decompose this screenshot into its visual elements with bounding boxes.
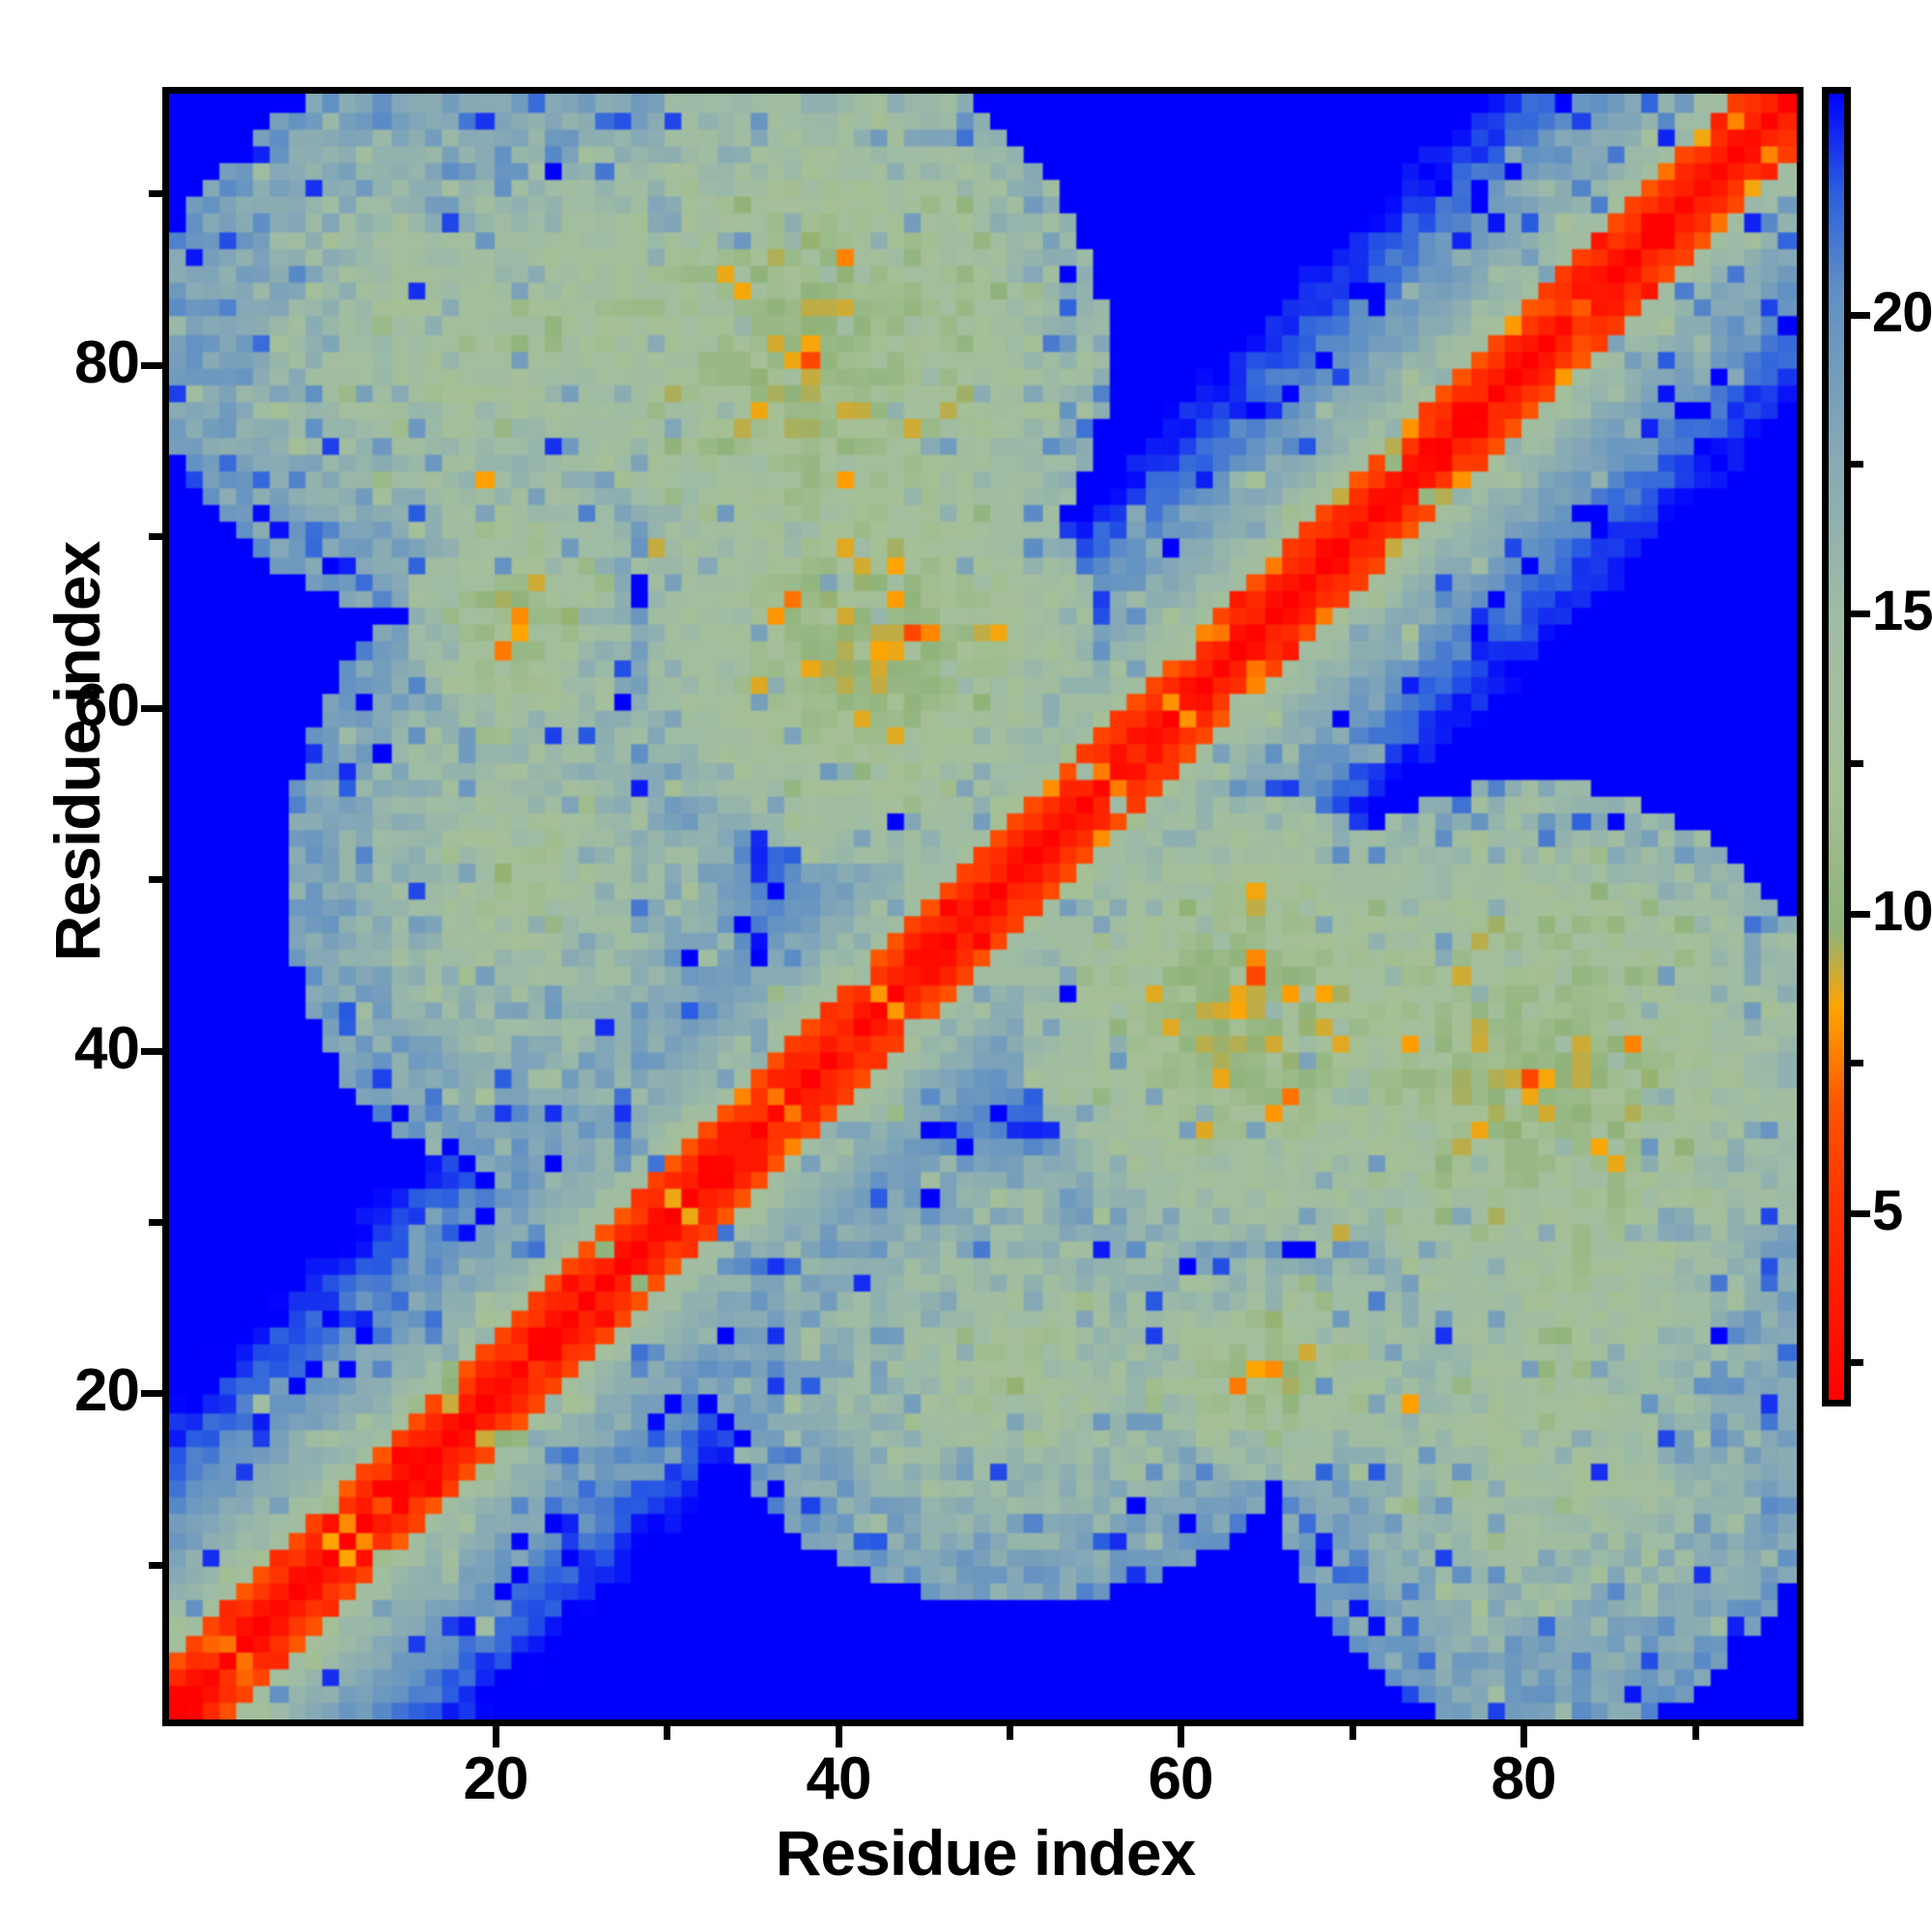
x-tick-label-20: 20 xyxy=(463,1746,529,1812)
y-minor-tick-3 xyxy=(149,1219,162,1226)
colorbar-tick-label-5: 5 xyxy=(1872,1179,1903,1242)
x-minor-tick-1 xyxy=(1007,1726,1013,1740)
colorbar-minor-tick-1 xyxy=(1851,760,1863,767)
x-tick-label-40: 40 xyxy=(806,1746,872,1812)
colorbar-minor-tick-3 xyxy=(1851,1359,1863,1366)
colorbar-tick-label-20: 20 xyxy=(1872,281,1932,344)
colorbar-gradient xyxy=(1822,87,1851,1406)
heatmap-plot-area xyxy=(162,87,1804,1726)
y-tick-label-60: 60 xyxy=(74,672,140,739)
y-tick-label-20: 20 xyxy=(74,1357,140,1424)
y-tick-20 xyxy=(141,1390,162,1397)
y-tick-label-40: 40 xyxy=(74,1015,140,1082)
x-tick-20 xyxy=(493,1726,499,1747)
y-minor-tick-2 xyxy=(149,876,162,883)
y-minor-tick-1 xyxy=(149,533,162,540)
x-minor-tick-0 xyxy=(664,1726,670,1740)
colorbar-tick-label-10: 10 xyxy=(1872,880,1932,943)
y-minor-tick-4 xyxy=(149,1562,162,1569)
x-axis-title: Residue index xyxy=(775,1817,1196,1889)
x-tick-80 xyxy=(1520,1726,1527,1747)
x-tick-40 xyxy=(836,1726,842,1747)
y-tick-60 xyxy=(141,705,162,712)
colorbar-tick-20 xyxy=(1851,312,1870,319)
colorbar-minor-tick-2 xyxy=(1851,1060,1863,1066)
y-tick-label-80: 80 xyxy=(74,329,140,396)
x-minor-tick-2 xyxy=(1350,1726,1356,1740)
colorbar-tick-label-15: 15 xyxy=(1872,580,1932,642)
colorbar-tick-5 xyxy=(1851,1210,1870,1217)
x-tick-label-60: 60 xyxy=(1148,1746,1214,1812)
y-tick-80 xyxy=(141,362,162,369)
colorbar-minor-tick-0 xyxy=(1851,461,1863,468)
x-minor-tick-3 xyxy=(1692,1726,1699,1740)
residue-distance-heatmap xyxy=(169,94,1797,1719)
colorbar-tick-10 xyxy=(1851,911,1870,918)
x-tick-label-80: 80 xyxy=(1491,1746,1557,1812)
y-axis-title: Residue index xyxy=(42,541,113,962)
x-tick-60 xyxy=(1178,1726,1184,1747)
colorbar-tick-15 xyxy=(1851,611,1870,617)
y-minor-tick-0 xyxy=(149,190,162,197)
y-tick-40 xyxy=(141,1048,162,1055)
colorbar xyxy=(1822,87,1851,1406)
